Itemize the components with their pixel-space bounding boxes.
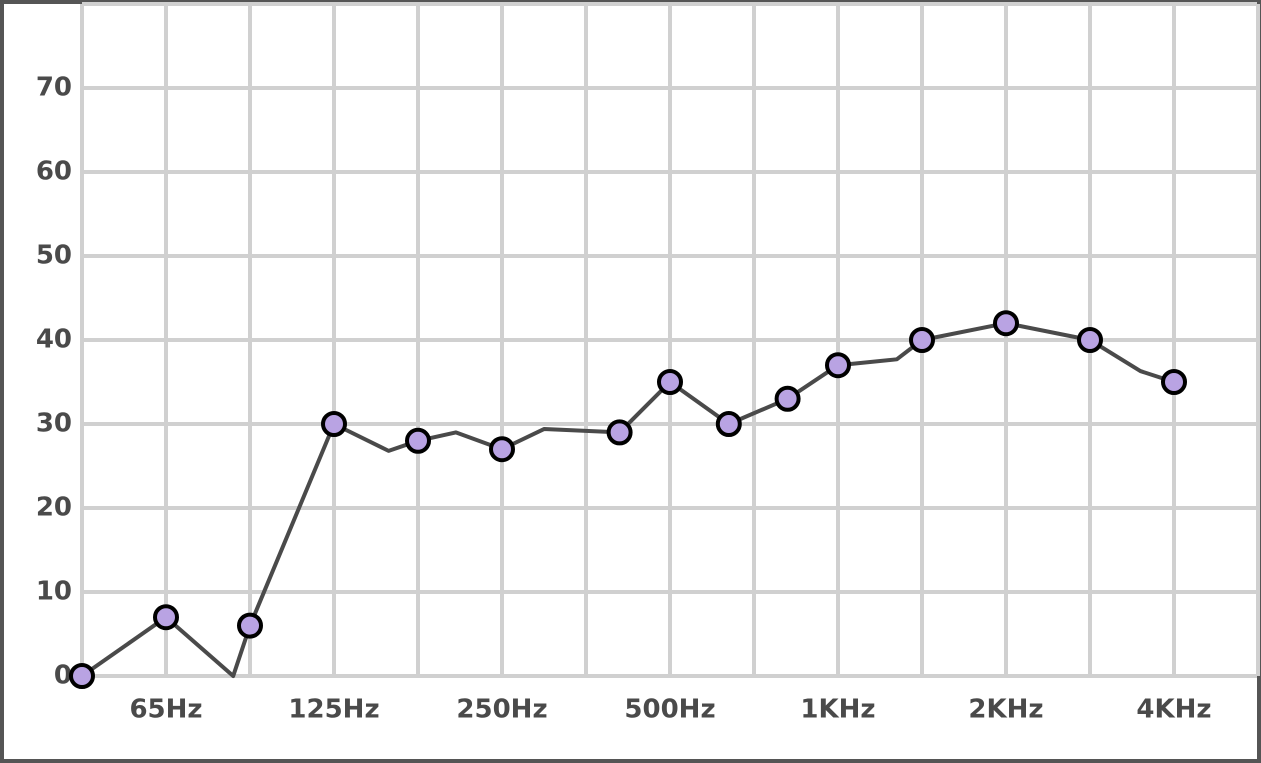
x-tick-label: 65Hz: [129, 695, 202, 725]
y-tick-label: 20: [36, 493, 72, 523]
data-point: [993, 310, 1019, 337]
y-tick-label: 10: [36, 577, 72, 607]
data-point: [237, 612, 263, 639]
y-tick-label: 60: [36, 157, 72, 187]
data-point: [825, 352, 851, 379]
data-point: [69, 663, 95, 689]
data-point: [1077, 327, 1103, 353]
data-point: [606, 419, 633, 446]
data-point: [153, 604, 179, 631]
data-point: [657, 369, 683, 395]
x-tick-label: 4KHz: [1136, 695, 1211, 725]
data-point: [774, 385, 801, 412]
data-point: [489, 436, 515, 463]
y-tick-label: 30: [36, 409, 72, 439]
y-tick-label: 0: [54, 661, 72, 691]
x-tick-label: 2KHz: [968, 695, 1043, 725]
x-tick-label: 125Hz: [288, 695, 379, 725]
data-point: [321, 411, 347, 437]
y-tick-label: 50: [36, 241, 72, 271]
y-tick-label: 70: [36, 73, 72, 103]
data-point: [909, 327, 935, 353]
x-tick-label: 250Hz: [456, 695, 547, 725]
data-point: [715, 411, 742, 437]
y-tick-label: 40: [36, 325, 72, 355]
data-point: [405, 427, 431, 454]
data-point: [1161, 369, 1187, 395]
x-tick-label: 500Hz: [624, 695, 715, 725]
x-tick-label: 1KHz: [800, 695, 875, 725]
